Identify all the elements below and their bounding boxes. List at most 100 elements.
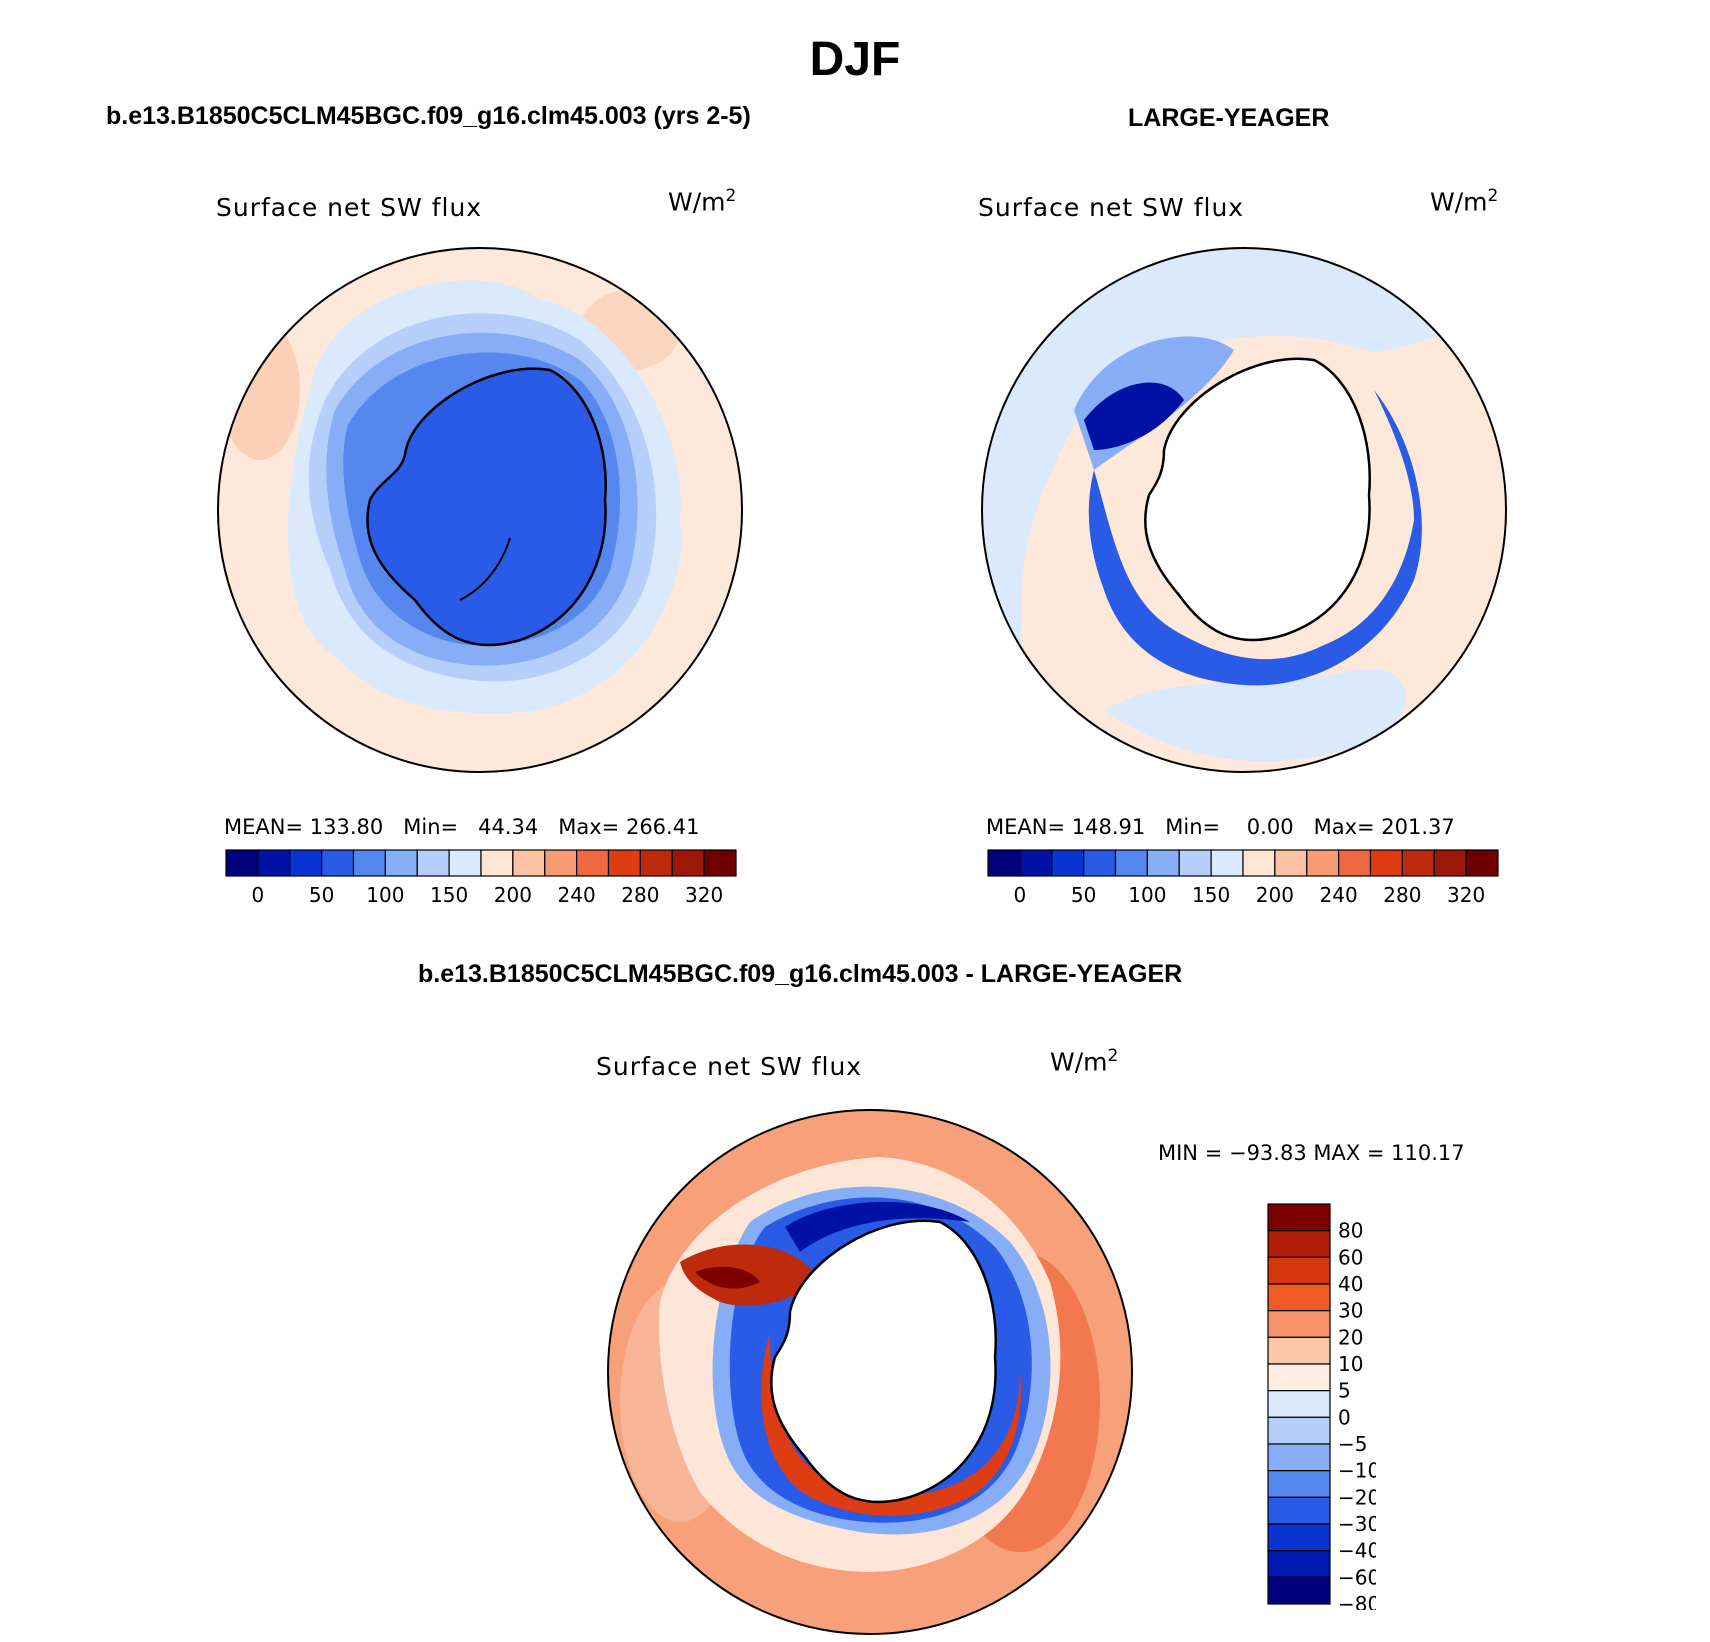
colorbar-box bbox=[1242, 849, 1276, 877]
colorbar-label: 100 bbox=[366, 883, 404, 907]
antarctica-landmass bbox=[1145, 358, 1370, 641]
panel-1-stats: MEAN= 133.80 Min= 44.34 Max= 266.41 bbox=[224, 815, 700, 839]
colorbar-label: 200 bbox=[1256, 883, 1294, 907]
colorbar-label: 40 bbox=[1338, 1272, 1363, 1296]
colorbar-box bbox=[1465, 849, 1499, 877]
colorbar-label: 150 bbox=[430, 883, 468, 907]
colorbar-label: −20 bbox=[1338, 1485, 1376, 1509]
colorbar-box bbox=[671, 849, 705, 877]
colorbar-box bbox=[480, 849, 514, 877]
colorbar-label: 280 bbox=[1383, 883, 1421, 907]
colorbar-label: 30 bbox=[1338, 1299, 1363, 1323]
panel-1-map bbox=[217, 247, 743, 773]
colorbar-box bbox=[1083, 849, 1117, 877]
colorbar-label: −80 bbox=[1338, 1592, 1376, 1610]
panel-2-colorbar: 0 50 100 150 200 240 280 320 bbox=[987, 849, 1499, 907]
colorbar-box bbox=[703, 849, 737, 877]
colorbar-label: 20 bbox=[1338, 1325, 1363, 1349]
colorbar-box bbox=[1306, 849, 1340, 877]
colorbar-box bbox=[576, 849, 610, 877]
colorbar-box bbox=[1267, 1470, 1331, 1498]
colorbar-label: 10 bbox=[1338, 1352, 1363, 1376]
colorbar-box bbox=[1267, 1336, 1331, 1365]
colorbar-label: 320 bbox=[685, 883, 723, 907]
colorbar-box bbox=[321, 849, 355, 877]
colorbar-label: 150 bbox=[1192, 883, 1230, 907]
map-boundary bbox=[981, 247, 1507, 773]
colorbar-label: 280 bbox=[621, 883, 659, 907]
coastline bbox=[770, 1219, 997, 1504]
colorbar-box bbox=[639, 849, 673, 877]
panel-2-stats: MEAN= 148.91 Min= 0.00 Max= 201.37 bbox=[986, 815, 1455, 839]
colorbar-box bbox=[257, 849, 291, 877]
colorbar-label: 5 bbox=[1338, 1379, 1351, 1403]
colorbar-box bbox=[1267, 1256, 1331, 1285]
colorbar-box bbox=[1114, 849, 1148, 877]
panel-2-subtitle: Surface net SW flux bbox=[978, 193, 1245, 222]
colorbar-box bbox=[1267, 1230, 1331, 1258]
colorbar-label: −30 bbox=[1338, 1512, 1376, 1536]
colorbar-label: 200 bbox=[494, 883, 532, 907]
colorbar-box bbox=[1267, 1283, 1331, 1312]
colorbar-label: 80 bbox=[1338, 1219, 1363, 1243]
coastline bbox=[1144, 357, 1371, 642]
colorbar-label: 100 bbox=[1128, 883, 1166, 907]
diff-minmax: MIN = −93.83 MAX = 110.17 bbox=[1158, 1141, 1465, 1165]
antarctica-landmass bbox=[771, 1220, 996, 1503]
colorbar-label: 50 bbox=[309, 883, 334, 907]
colorbar-box bbox=[1267, 1390, 1331, 1418]
colorbar-box bbox=[384, 849, 418, 877]
colorbar-box bbox=[1267, 1550, 1331, 1578]
coastline bbox=[366, 367, 607, 647]
colorbar-box bbox=[1267, 1310, 1331, 1338]
colorbar-label: 0 bbox=[1014, 883, 1027, 907]
colorbar-box bbox=[1178, 849, 1212, 877]
colorbar-box bbox=[1267, 1523, 1331, 1552]
colorbar-box bbox=[987, 849, 1021, 877]
colorbar-box bbox=[1267, 1443, 1331, 1472]
colorbar-label: 0 bbox=[1338, 1405, 1351, 1429]
panel-1-subtitle: Surface net SW flux bbox=[216, 193, 483, 222]
colorbar-box bbox=[1267, 1363, 1331, 1392]
colorbar-box bbox=[448, 849, 482, 877]
colorbar-label: 50 bbox=[1071, 883, 1096, 907]
colorbar-label: 240 bbox=[558, 883, 596, 907]
colorbar-label: −10 bbox=[1338, 1459, 1376, 1483]
antarctica-landmass bbox=[367, 368, 606, 646]
colorbar-label: −5 bbox=[1338, 1432, 1367, 1456]
colorbar-box bbox=[1274, 849, 1308, 877]
diff-map bbox=[607, 1109, 1133, 1635]
colorbar-label: −60 bbox=[1338, 1565, 1376, 1589]
colorbar-box bbox=[1019, 849, 1053, 877]
colorbar-box bbox=[1267, 1203, 1331, 1232]
colorbar-label: 240 bbox=[1320, 883, 1358, 907]
colorbar-box bbox=[1338, 849, 1372, 877]
colorbar-box bbox=[416, 849, 450, 877]
colorbar-box bbox=[1051, 849, 1085, 877]
colorbar-box bbox=[1267, 1576, 1331, 1605]
colorbar-box bbox=[1369, 849, 1403, 877]
panel-2-title: LARGE-YEAGER bbox=[1128, 104, 1330, 132]
colorbar-label: 0 bbox=[252, 883, 265, 907]
colorbar-box bbox=[289, 849, 323, 877]
colorbar-box bbox=[1146, 849, 1180, 877]
diff-subtitle: Surface net SW flux bbox=[596, 1052, 863, 1081]
colorbar-box bbox=[1433, 849, 1467, 877]
panel-1-colorbar: 0 50 100 150 200 240 280 320 bbox=[225, 849, 737, 907]
colorbar-box bbox=[1267, 1496, 1331, 1525]
panel-2-units: W/m2 bbox=[1430, 186, 1499, 217]
panel-1-title: b.e13.B1850C5CLM45BGC.f09_g16.clm45.003 … bbox=[106, 102, 751, 130]
colorbar-box bbox=[1210, 849, 1244, 877]
colorbar-box bbox=[512, 849, 546, 877]
panel-2-map bbox=[981, 247, 1507, 773]
diff-title: b.e13.B1850C5CLM45BGC.f09_g16.clm45.003 … bbox=[418, 960, 1183, 988]
colorbar-box bbox=[1267, 1416, 1331, 1445]
colorbar-label: −40 bbox=[1338, 1539, 1376, 1563]
colorbar-box bbox=[352, 849, 386, 877]
colorbar-label: 60 bbox=[1338, 1245, 1363, 1269]
colorbar-label: 320 bbox=[1447, 883, 1485, 907]
colorbar-box bbox=[544, 849, 578, 877]
diff-units: W/m2 bbox=[1050, 1046, 1119, 1077]
colorbar-box bbox=[1401, 849, 1435, 877]
